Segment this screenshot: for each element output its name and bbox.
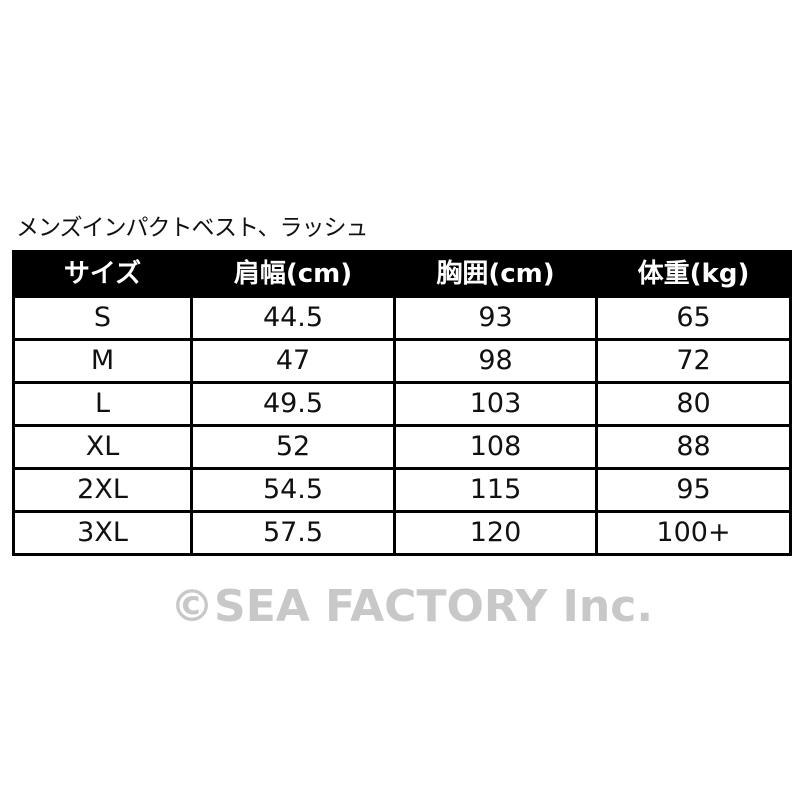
size-table: サイズ 肩幅(cm) 胸囲(cm) 体重(kg) S 44.5 93 65 M 47 98 7…: [12, 250, 792, 556]
cell-chest: 98: [393, 338, 598, 384]
cell-size: M: [12, 338, 193, 384]
header-shoulder: 肩幅(cm): [190, 250, 396, 298]
watermark: ©SEA FACTORY Inc.: [170, 581, 654, 632]
table-row: M 47 98 72: [12, 338, 792, 384]
cell-shoulder: 49.5: [190, 381, 396, 427]
table-row: XL 52 108 88: [12, 424, 792, 470]
cell-weight: 65: [595, 295, 792, 341]
table-row: L 49.5 103 80: [12, 381, 792, 427]
table-row: 2XL 54.5 115 95: [12, 467, 792, 513]
cell-size: S: [12, 295, 193, 341]
cell-shoulder: 52: [190, 424, 396, 470]
table-row: 3XL 57.5 120 100+: [12, 510, 792, 556]
cell-weight: 88: [595, 424, 792, 470]
cell-size: 2XL: [12, 467, 193, 513]
cell-chest: 103: [393, 381, 598, 427]
cell-chest: 108: [393, 424, 598, 470]
cell-shoulder: 57.5: [190, 510, 396, 556]
cell-chest: 115: [393, 467, 598, 513]
header-weight: 体重(kg): [595, 250, 792, 298]
header-chest: 胸囲(cm): [393, 250, 598, 298]
cell-shoulder: 47: [190, 338, 396, 384]
cell-size: L: [12, 381, 193, 427]
table-title: メンズインパクトベスト、ラッシュ: [16, 215, 369, 241]
cell-shoulder: 54.5: [190, 467, 396, 513]
table-row: S 44.5 93 65: [12, 295, 792, 341]
cell-weight: 95: [595, 467, 792, 513]
cell-weight: 72: [595, 338, 792, 384]
header-size: サイズ: [12, 250, 193, 298]
cell-chest: 120: [393, 510, 598, 556]
cell-weight: 100+: [595, 510, 792, 556]
cell-shoulder: 44.5: [190, 295, 396, 341]
header-row: サイズ 肩幅(cm) 胸囲(cm) 体重(kg): [12, 250, 792, 298]
cell-size: 3XL: [12, 510, 193, 556]
cell-size: XL: [12, 424, 193, 470]
cell-weight: 80: [595, 381, 792, 427]
cell-chest: 93: [393, 295, 598, 341]
